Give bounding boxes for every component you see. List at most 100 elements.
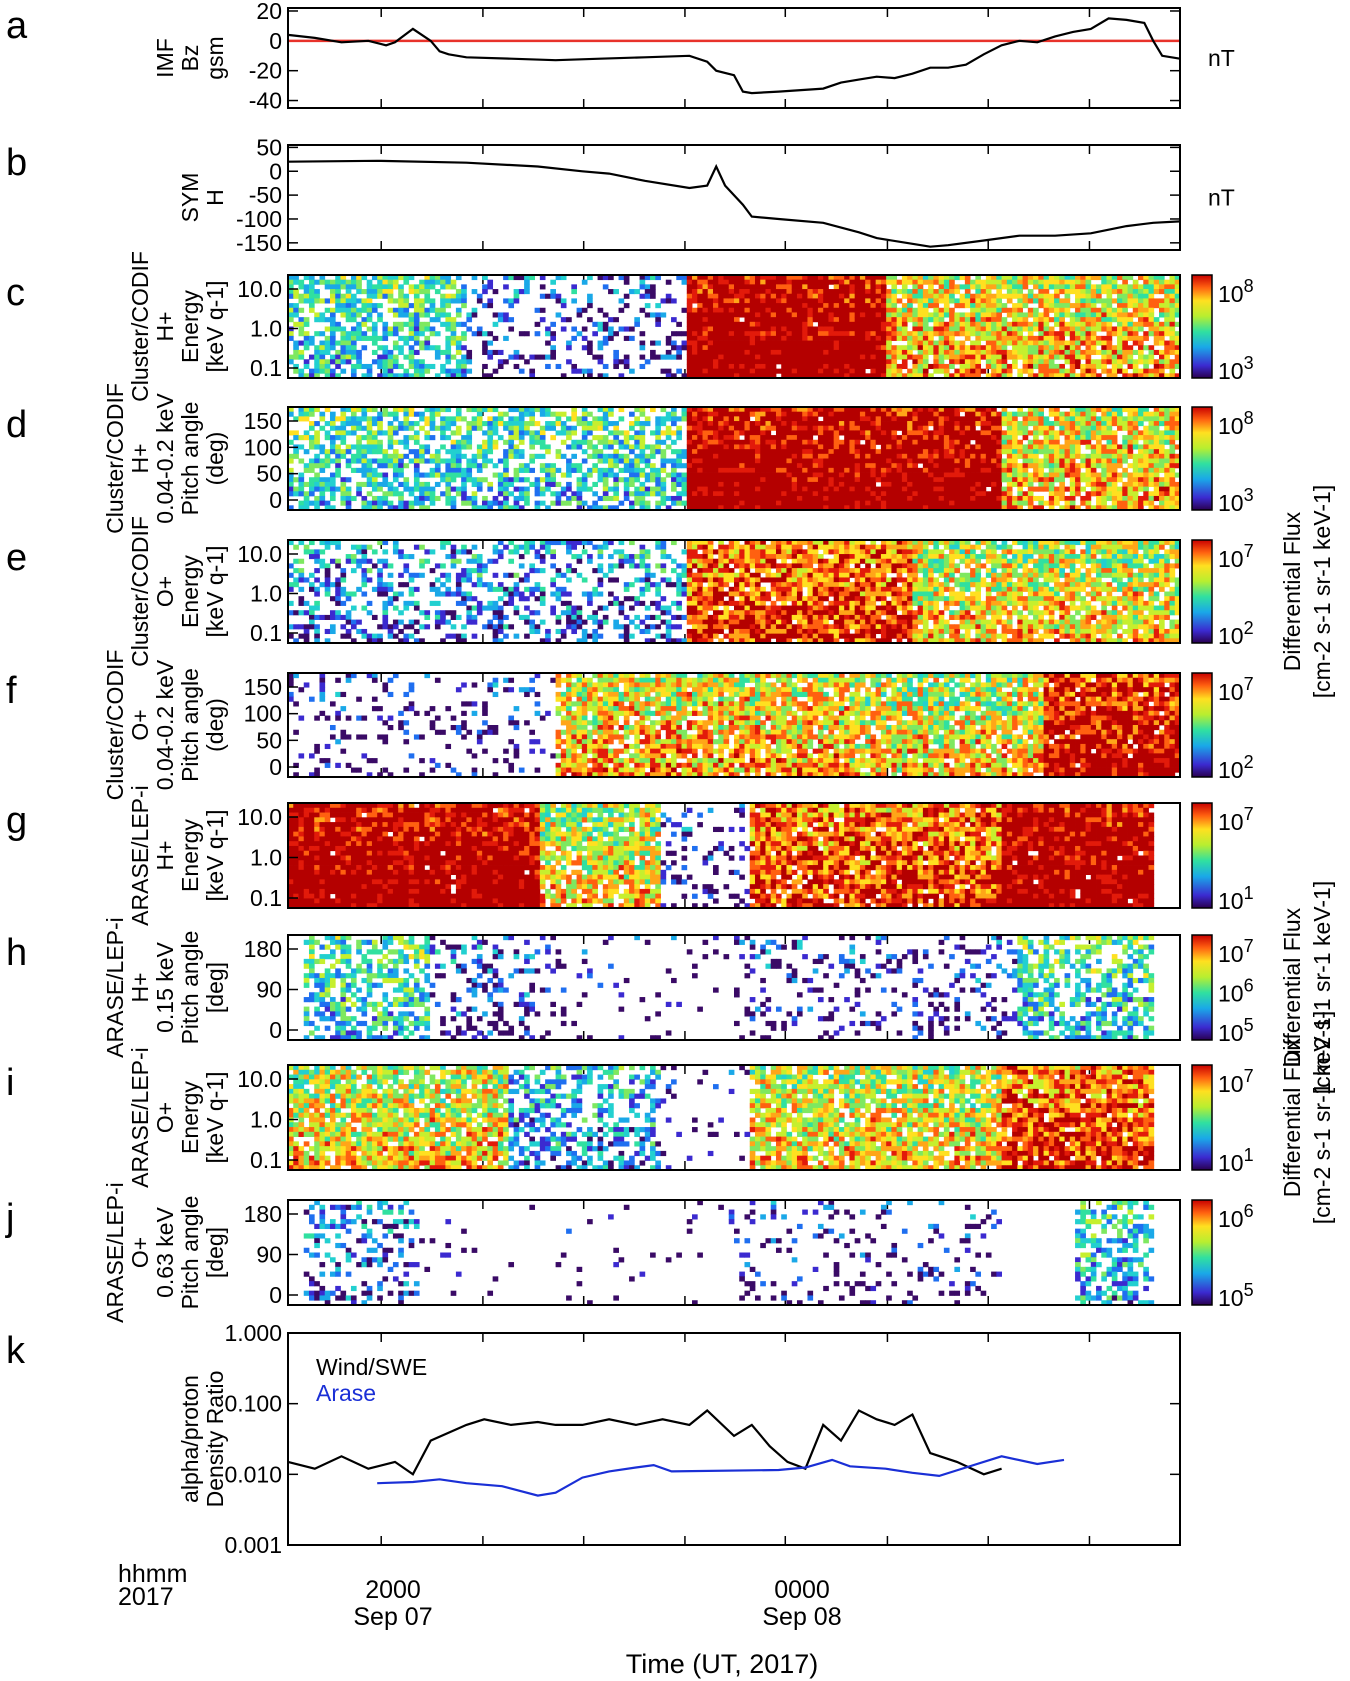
spectrogram-cell [833,449,840,455]
spectrogram-cell [1117,359,1123,365]
spectrogram-cell [786,505,793,511]
spectrogram-cell [293,491,299,497]
spectrogram-cell [387,481,394,487]
spectrogram-cell [723,439,730,445]
spectrogram-cell [671,345,677,351]
spectrogram-cell [398,463,404,469]
spectrogram-cell [723,368,730,374]
spectrogram-cell [786,373,793,379]
spectrogram-cell [786,411,793,417]
spectrogram-cell [356,321,362,327]
spectrogram-cell [692,481,698,487]
spectrogram-cell [922,279,929,285]
spectrogram-cell [886,481,892,487]
spectrogram-cell [723,486,730,492]
spectrogram-cell [796,335,803,341]
spectrogram-cell [539,425,546,431]
spectrogram-cell [1164,289,1170,295]
spectrogram-cell [775,359,782,365]
spectrogram-cell [954,458,961,464]
spectrogram-cell [545,293,551,299]
spectrogram-cell [938,307,945,313]
spectrogram-cell [1101,359,1107,365]
spectrogram-cell [445,359,452,365]
spectrogram-cell [770,425,777,431]
spectrogram-cell [1038,363,1044,370]
spectrogram-cell [933,491,940,497]
spectrogram-cell [875,505,882,511]
spectrogram-cell [702,307,709,313]
spectrogram-cell [859,477,866,483]
spectrogram-cell [424,421,431,427]
spectrogram-cell [1027,312,1034,318]
spectrogram-cell [922,458,929,464]
spectrogram-cell [991,284,997,290]
spectrogram-cell [734,321,740,327]
spectrogram-cell [361,495,368,502]
spectrogram-cell [655,472,661,478]
spectrogram-cell [828,449,835,455]
spectrogram-cell [429,298,436,304]
spectrogram-cell [587,444,593,450]
spectrogram-cell [754,368,761,374]
spectrogram-cell [466,425,473,431]
spectrogram-cell [482,303,488,309]
spectrogram-cell [802,359,808,365]
spectrogram-cell [314,435,320,441]
spectrogram-cell [739,279,745,285]
spectrogram-cell [875,354,882,360]
spectrogram-cell [366,425,373,431]
spectrogram-cell [681,307,688,313]
spectrogram-cell [875,363,882,370]
spectrogram-cell [933,349,940,355]
spectrogram-cell [324,298,331,304]
spectrogram-cell [933,486,940,492]
spectrogram-cell [734,275,740,281]
spectrogram-cell [1085,307,1092,313]
spectrogram-cell [1043,298,1050,304]
spectrogram-cell [833,354,840,360]
spectrogram-cell [1027,363,1034,370]
spectrogram-cell [739,331,745,337]
spectrogram-cell [943,505,950,511]
spectrogram-cell [1059,298,1065,304]
spectrogram-cell [1001,331,1008,337]
spectrogram-cell [377,335,383,341]
spectrogram-cell [613,289,619,295]
spectrogram-cell [728,416,735,422]
spectrogram-cell [492,321,499,327]
spectrogram-cell [482,453,488,459]
spectrogram-cell [398,298,404,304]
spectrogram-cell [413,326,420,332]
spectrogram-cell [1111,373,1118,379]
spectrogram-cell [744,303,751,309]
spectrogram-cell [697,303,703,309]
spectrogram-cell [754,449,761,455]
spectrogram-cell [550,345,556,351]
spectrogram-cell [791,293,798,299]
spectrogram-cell [775,289,782,295]
spectrogram-cell [487,458,494,464]
spectrogram-cell [922,354,929,360]
spectrogram-cell [928,345,934,351]
spectrogram-cell [838,430,845,436]
spectrogram-cell [812,449,819,455]
spectrogram [288,275,1181,379]
spectrogram-cell [587,439,593,445]
spectrogram-cell [823,321,829,327]
spectrogram-cell [461,472,467,478]
spectrogram-cell [293,293,299,299]
spectrogram-cell [692,463,698,469]
spectrogram-cell [429,279,436,285]
spectrogram-cell [802,458,808,464]
spectrogram-cell [854,349,861,355]
spectrogram-cell [424,345,431,351]
spectrogram-cell [1138,354,1144,360]
spectrogram-cell [949,425,955,431]
spectrogram-cell [455,321,462,327]
spectrogram-cell [424,298,431,304]
spectrogram-cell [907,453,913,459]
spectrogram-cell [718,317,724,323]
spectrogram-cell [954,275,961,281]
spectrogram-cell [875,477,882,483]
